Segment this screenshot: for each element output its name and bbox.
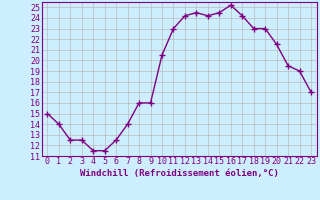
X-axis label: Windchill (Refroidissement éolien,°C): Windchill (Refroidissement éolien,°C) xyxy=(80,169,279,178)
